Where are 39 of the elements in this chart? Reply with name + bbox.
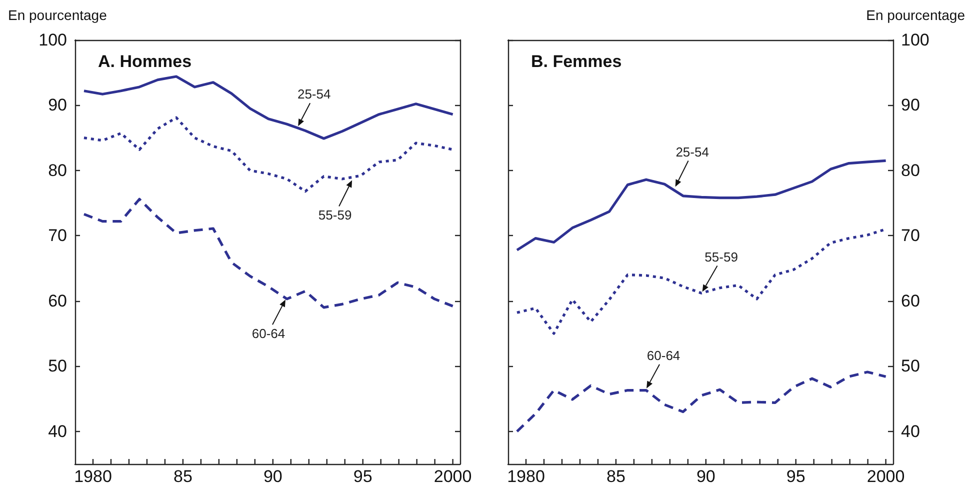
y-tick-label: 50 (901, 356, 920, 376)
annotation: 60-64 (646, 348, 680, 363)
x-tick-label: 1980 (74, 467, 112, 485)
annotation: 60-64 (252, 326, 286, 342)
annotation: 25-54 (297, 86, 331, 102)
y-tick-label: 60 (901, 291, 920, 310)
x-tick-label: 90 (263, 467, 282, 485)
y-tick-label: 100 (38, 30, 67, 50)
y-tick-label: 60 (48, 291, 67, 310)
line-series (516, 370, 888, 433)
y-tick-label: 80 (901, 160, 920, 180)
y-tick-label: 70 (901, 226, 920, 246)
text: B. Femmes (531, 52, 622, 71)
y-axis-title: En pourcentage (866, 7, 966, 23)
x-tick-label: 90 (696, 467, 716, 485)
annotation: 25-54 (676, 144, 709, 160)
line-series (82, 75, 454, 140)
y-tick-label: 90 (901, 96, 920, 115)
y-tick-label: 80 (48, 160, 67, 180)
text: A. Hommes (98, 52, 192, 71)
annotation: 55-59 (318, 208, 352, 223)
line-series (82, 198, 454, 309)
line-series (82, 116, 454, 193)
x-tick-label: 95 (353, 467, 372, 485)
x-tick-label: 1980 (507, 467, 545, 485)
line-series (516, 159, 888, 252)
y-tick-label: 90 (48, 96, 67, 115)
y-tick-label: 40 (901, 422, 920, 441)
x-tick-label: 2000 (434, 467, 472, 485)
y-tick-label: 100 (901, 30, 930, 50)
x-tick-label: 85 (606, 467, 626, 485)
y-tick-label: 70 (48, 226, 67, 246)
x-tick-label: 85 (173, 467, 192, 485)
y-tick-label: 40 (48, 422, 67, 441)
x-tick-label: 2000 (866, 467, 905, 485)
x-tick-label: 95 (786, 467, 806, 485)
y-tick-label: 50 (48, 356, 67, 376)
annotation: 55-59 (704, 249, 738, 264)
y-axis-title: En pourcentage (8, 7, 108, 23)
